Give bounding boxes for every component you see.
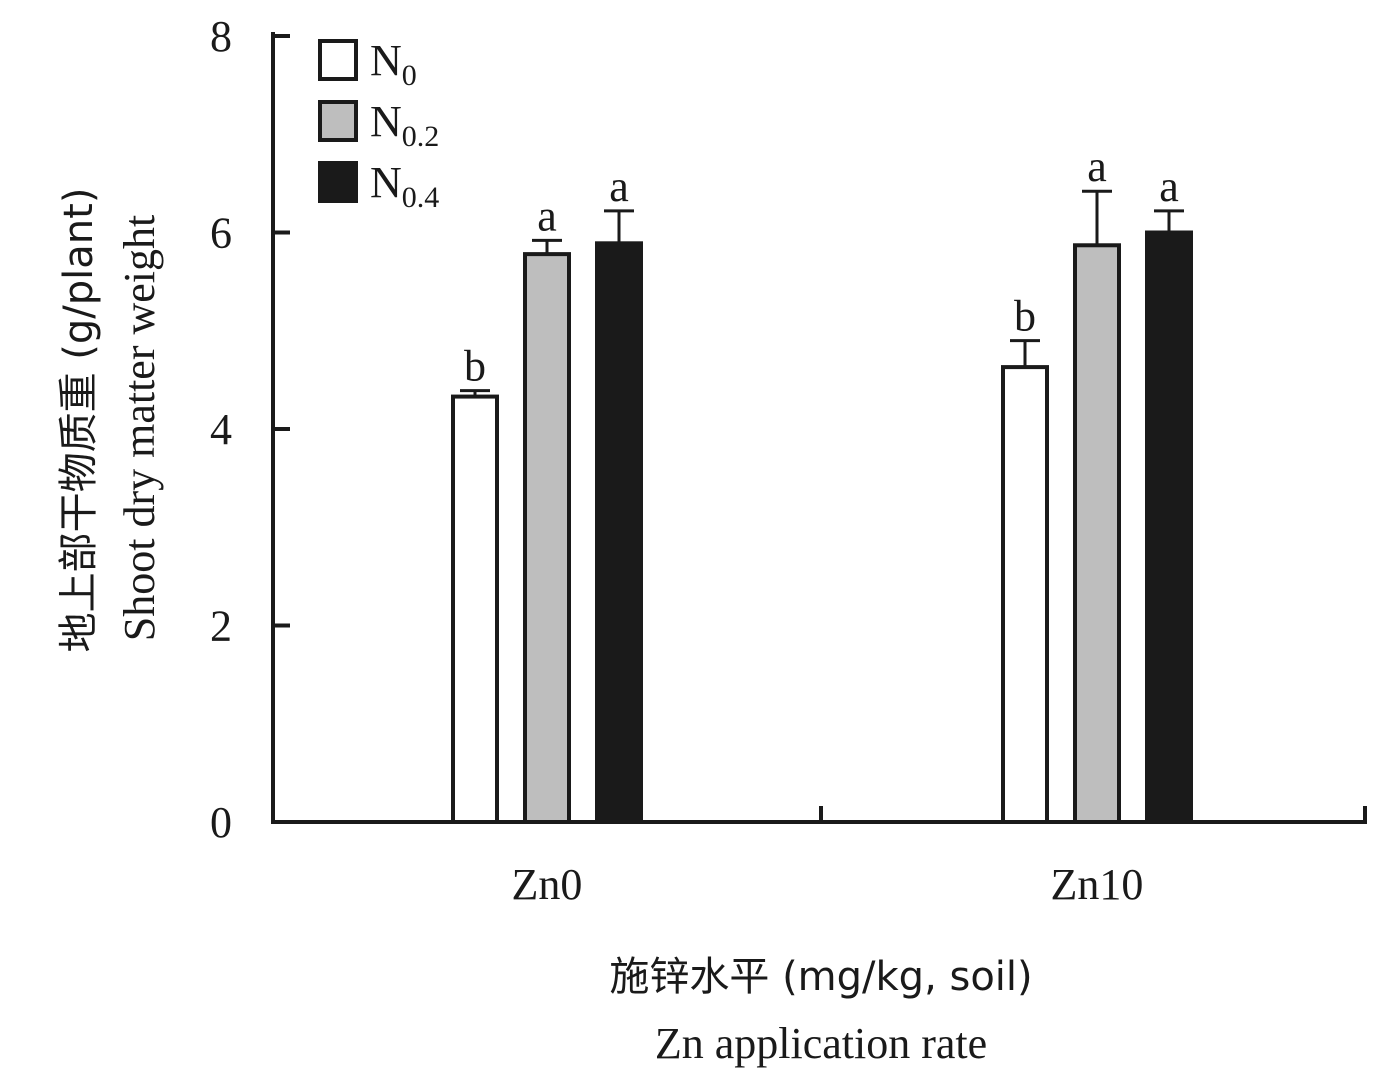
- y-tick-label: 6: [210, 209, 232, 258]
- bar: [1001, 365, 1049, 824]
- x-category-label: Zn0: [512, 860, 583, 909]
- legend-swatch: [318, 161, 358, 203]
- y-tick-label: 2: [210, 602, 232, 651]
- y-tick-label: 8: [210, 12, 232, 61]
- legend-swatch: [318, 100, 358, 142]
- y-tick-label: 4: [210, 405, 232, 454]
- legend-label: N0.2: [370, 97, 439, 153]
- y-tick-label: 0: [210, 798, 232, 847]
- significance-letter: a: [537, 191, 557, 240]
- significance-letter: b: [1014, 292, 1036, 341]
- y-axis-label-chinese: 地上部干物质重 (g/plant): [56, 188, 102, 653]
- bar: [1145, 230, 1193, 824]
- x-axis-label-english: Zn application rate: [655, 1019, 987, 1068]
- y-axis-label-english: Shoot dry matter weight: [115, 215, 164, 642]
- bar: [595, 241, 643, 824]
- bar: [451, 394, 499, 824]
- x-axis-label-chinese: 施锌水平 (mg/kg, soil): [609, 954, 1032, 1000]
- legend-label: N0: [370, 36, 417, 92]
- bar: [1073, 243, 1121, 824]
- legend-label: N0.4: [370, 158, 439, 214]
- legend-swatch: [318, 39, 358, 81]
- significance-letter: b: [464, 342, 486, 391]
- significance-letter: a: [609, 162, 629, 211]
- bar: [523, 252, 571, 825]
- x-category-label: Zn10: [1051, 860, 1144, 909]
- significance-letter: a: [1159, 162, 1179, 211]
- significance-letter: a: [1087, 142, 1107, 191]
